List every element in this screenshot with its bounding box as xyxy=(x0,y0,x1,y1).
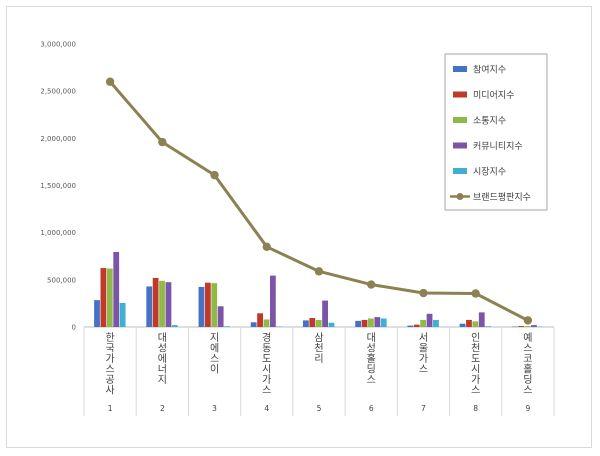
bar-4-9 xyxy=(531,325,537,327)
bar-1-9 xyxy=(511,326,518,328)
bar-5-5 xyxy=(328,322,335,327)
brand-index-point-8 xyxy=(471,289,480,298)
category-index: 1 xyxy=(108,404,113,413)
bar-2-7 xyxy=(413,324,420,327)
legend-label-3: 소통지수 xyxy=(473,116,506,127)
bar-3-1 xyxy=(106,268,113,327)
brand-index-point-5 xyxy=(314,267,324,276)
y-tick-label: 2,000,000 xyxy=(40,135,76,143)
bar-3-3 xyxy=(211,283,218,327)
bar-5-9 xyxy=(537,326,544,328)
bar-1-8 xyxy=(459,323,466,327)
legend-label-6: 브랜드평판지수 xyxy=(473,192,531,203)
bar-3-4 xyxy=(263,319,270,327)
bar-3-8 xyxy=(472,321,479,327)
legend-label-2: 미디어지수 xyxy=(473,90,514,101)
brand-index-point-3 xyxy=(210,170,219,180)
bar-1-5 xyxy=(303,320,309,327)
category-index: 3 xyxy=(212,404,217,413)
legend-line-marker xyxy=(456,193,464,200)
bar-4-6 xyxy=(374,317,381,327)
brand-index-point-1 xyxy=(105,77,115,86)
category-index: 9 xyxy=(525,404,530,413)
y-tick-label: 1,500,000 xyxy=(40,182,76,190)
brand-index-point-6 xyxy=(367,280,376,289)
brand-index-point-9 xyxy=(523,316,533,325)
y-tick-label: 500,000 xyxy=(47,276,76,284)
bar-5-3 xyxy=(224,326,230,327)
bar-3-6 xyxy=(368,318,374,327)
bar-4-5 xyxy=(322,300,328,327)
category-index: 7 xyxy=(421,404,426,413)
bar-3-7 xyxy=(420,319,427,327)
category-index: 6 xyxy=(369,404,374,413)
y-tick-label: 3,000,000 xyxy=(40,41,76,49)
bar-1-4 xyxy=(250,322,257,327)
legend-label-5: 시장지수 xyxy=(473,167,506,178)
bar-4-3 xyxy=(217,306,224,327)
legend-swatch-1 xyxy=(453,66,467,72)
legend-box xyxy=(444,53,548,211)
legend-swatch-5 xyxy=(453,168,467,174)
bar-4-1 xyxy=(113,252,120,327)
bar-2-8 xyxy=(466,319,472,327)
bar-2-4 xyxy=(257,313,263,327)
bar-2-9 xyxy=(518,326,525,327)
bar-2-6 xyxy=(361,319,368,327)
legend-label-1: 참여지수 xyxy=(473,64,506,76)
legend-swatch-4 xyxy=(453,142,467,149)
bar-4-8 xyxy=(478,312,485,327)
y-tick-label: 0 xyxy=(72,324,76,332)
category-index: 2 xyxy=(160,404,165,413)
bar-3-2 xyxy=(159,280,165,327)
bar-2-2 xyxy=(152,277,159,327)
brand-index-point-4 xyxy=(262,242,271,252)
bar-1-3 xyxy=(198,286,205,327)
bar-5-2 xyxy=(171,325,178,327)
y-tick-label: 1,000,000 xyxy=(40,229,76,237)
brand-index-point-7 xyxy=(419,288,428,298)
bar-5-7 xyxy=(433,319,439,327)
bar-2-3 xyxy=(204,282,211,327)
bar-5-1 xyxy=(119,302,126,327)
bar-1-6 xyxy=(355,320,362,327)
y-tick-label: 2,500,000 xyxy=(40,88,76,96)
category-index: 8 xyxy=(473,404,478,413)
bar-3-9 xyxy=(524,326,531,327)
bar-4-7 xyxy=(426,313,433,327)
bar-5-6 xyxy=(380,318,387,327)
bar-5-4 xyxy=(276,326,283,328)
bar-2-5 xyxy=(309,318,316,327)
bar-4-4 xyxy=(269,275,276,327)
bar-1-1 xyxy=(94,300,100,327)
bar-1-7 xyxy=(407,325,414,327)
bar-3-5 xyxy=(315,319,322,327)
legend-swatch-2 xyxy=(453,91,467,98)
bar-5-8 xyxy=(485,326,492,327)
legend-label-4: 커뮤니티지수 xyxy=(473,141,523,152)
category-index: 5 xyxy=(317,404,322,413)
bar-2-1 xyxy=(100,268,107,327)
brand-index-point-2 xyxy=(158,137,167,147)
bar-4-2 xyxy=(165,282,172,327)
category-index: 4 xyxy=(264,404,269,413)
bar-1-2 xyxy=(146,286,153,327)
legend-swatch-3 xyxy=(453,117,467,123)
